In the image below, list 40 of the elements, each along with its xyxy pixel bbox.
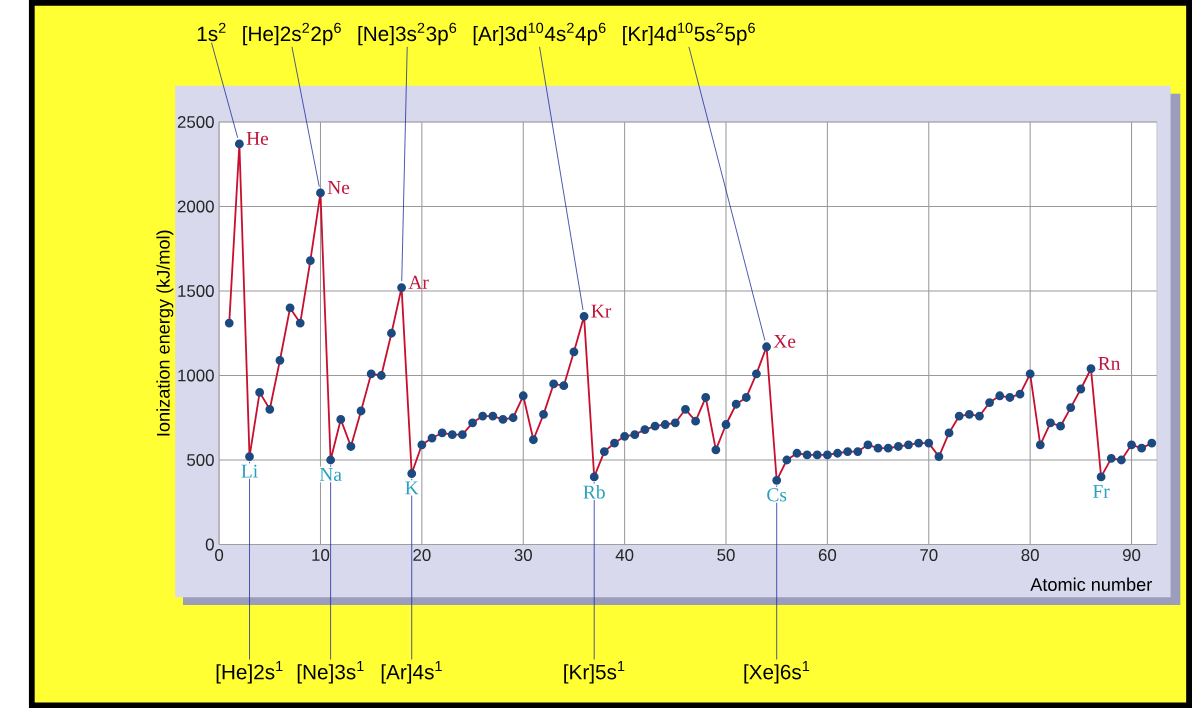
annotation: [Kr]5s$^{1}$ [564,660,625,684]
x-tick-label: 40 [615,548,634,561]
x-tick-label: 10 [312,548,330,561]
annotation: [He]2s$^{2}$2p$^{6}$ [243,22,341,46]
annotation: Cs [767,488,787,502]
annotation: Rb [583,484,605,499]
annotation: [Ne]3s$^{1}$ [297,660,364,684]
annotation: Rn [1098,356,1121,370]
x-tick-label: 30 [514,548,532,561]
annotation: Li [241,464,258,478]
x-tick-label: 90 [1122,548,1141,561]
annotation: [He]2s$^{1}$ [216,660,283,684]
y-tick-label: 1500 [178,284,214,297]
x-tick-label: 70 [920,548,938,561]
y-tick-label: 0 [205,538,214,551]
annotation: Xe [773,334,796,348]
y-tick-label: 2000 [177,200,214,213]
annotation: 1s$^{2}$ [197,22,226,41]
annotation: Fr [1093,484,1110,498]
annotation: He [246,131,269,145]
x-tick-label: 60 [818,548,837,561]
y-tick-label: 2500 [177,115,214,128]
annotation: [Xe]6s$^{1}$ [744,660,810,684]
annotation: [Kr]4d$^{10}$5s$^{2}$5p$^{6}$ [623,22,755,46]
y-tick-label: 1000 [178,369,214,382]
y-tick-label: 500 [187,453,214,466]
x-tick-label: 20 [413,548,431,561]
x-tick-label: 80 [1021,548,1039,561]
annotation: K [405,481,419,495]
y-axis-title: Ionization energy (kJ/mol) [156,230,174,436]
annotation: Ar [408,275,429,289]
x-tick-label: 0 [215,548,224,561]
x-tick-label: 50 [717,548,735,561]
annotation: [Ne]3s$^{2}$3p$^{6}$ [358,22,457,46]
x-axis-title: Atomic number [1030,577,1152,591]
annotation: [Ar]3d$^{10}$4s$^{2}$4p$^{6}$ [473,22,606,46]
annotation: Ne [327,180,350,194]
annotation: [Ar]4s$^{1}$ [381,660,442,684]
annotation: Na [319,467,342,481]
annotation: Kr [591,304,612,318]
